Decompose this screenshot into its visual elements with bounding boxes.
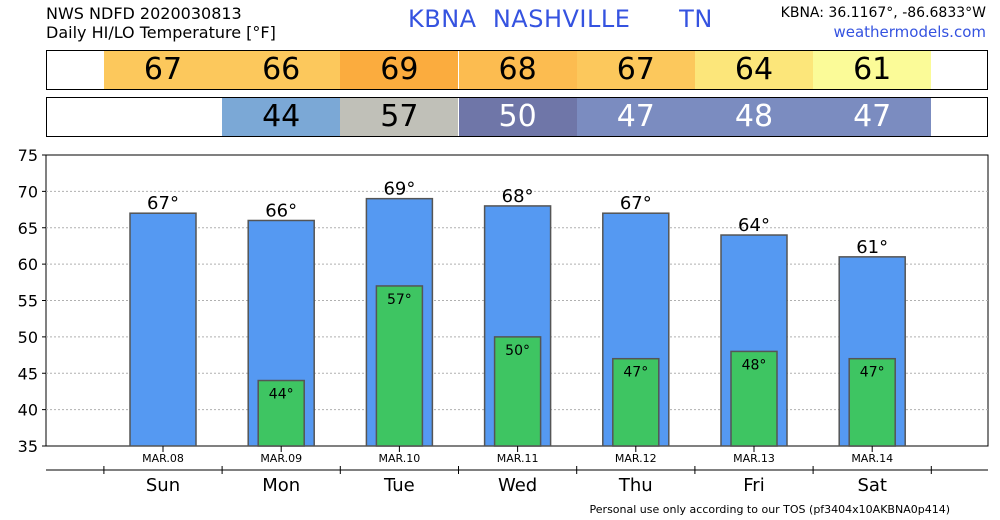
x-date-label: MAR.09 <box>260 452 302 465</box>
y-tick-label: 65 <box>18 219 38 238</box>
hi-bar <box>129 212 197 447</box>
lo-strip-cell: 44 <box>222 98 341 136</box>
y-tick-label: 40 <box>18 401 38 420</box>
x-date-label: MAR.14 <box>851 452 893 465</box>
x-day-label: Thu <box>618 475 653 496</box>
x-date-label: MAR.08 <box>142 452 184 465</box>
model-run-label: NWS NDFD 2020030813 <box>46 4 242 23</box>
hi-strip-cell: 67 <box>104 51 222 89</box>
footer-tos: Personal use only according to our TOS (… <box>589 503 950 516</box>
lo-bar <box>848 357 896 447</box>
hi-strip-cell: 66 <box>222 51 341 89</box>
lo-strip-cell <box>104 98 222 136</box>
y-tick-label: 50 <box>18 328 38 347</box>
lo-bar <box>612 357 660 447</box>
y-tick-label: 55 <box>18 292 38 311</box>
x-date-label: MAR.10 <box>379 452 421 465</box>
x-day-label: Sat <box>857 475 887 496</box>
lo-bar <box>375 285 424 447</box>
x-day-label: Mon <box>262 475 300 496</box>
y-tick-label: 45 <box>18 364 38 383</box>
x-day-label: Tue <box>383 475 415 496</box>
hi-strip-cell: 64 <box>695 51 813 89</box>
y-tick-label: 60 <box>18 255 38 274</box>
site-link[interactable]: weathermodels.com <box>833 23 986 41</box>
lo-bar-label: 44° <box>269 387 294 403</box>
y-tick-label: 70 <box>18 182 38 201</box>
hi-bar-label: 67° <box>147 193 179 214</box>
station-title: KBNA NASHVILLE TN <box>408 5 713 33</box>
x-date-label: MAR.11 <box>497 452 539 465</box>
chart-header-left: NWS NDFD 2020030813 Daily HI/LO Temperat… <box>46 4 276 42</box>
x-day-label: Fri <box>743 475 764 496</box>
chart-subtitle: Daily HI/LO Temperature [°F] <box>46 23 276 42</box>
lo-bar-label: 57° <box>387 292 412 308</box>
lo-strip-cell: 48 <box>695 98 813 136</box>
hi-bar-label: 61° <box>856 237 888 258</box>
lo-strip-cell: 47 <box>813 98 932 136</box>
station-coords: KBNA: 36.1167°, -86.6833°W <box>780 5 986 21</box>
y-tick-label: 35 <box>18 437 38 456</box>
hi-bar-label: 64° <box>738 215 770 236</box>
lo-bar <box>730 350 778 447</box>
lo-bar-label: 47° <box>860 365 885 381</box>
hi-bar-label: 68° <box>502 186 534 207</box>
hi-bar-label: 67° <box>620 193 652 214</box>
lo-strip-cell: 47 <box>576 98 695 136</box>
lo-strip-cell: 50 <box>458 98 577 136</box>
chart-header-right: KBNA: 36.1167°, -86.6833°W weathermodels… <box>781 4 986 42</box>
lo-strip-cell: 57 <box>340 98 459 136</box>
x-date-label: MAR.12 <box>615 452 657 465</box>
hi-strip-cell: 67 <box>576 51 695 89</box>
lo-bar-label: 50° <box>505 343 530 359</box>
hi-temperature-strip: 67 66 69 68 67 64 61 <box>46 50 988 90</box>
hi-strip-cell: 68 <box>458 51 577 89</box>
x-day-label: Sun <box>146 475 180 496</box>
lo-bar-label: 47° <box>623 365 648 381</box>
x-date-label: MAR.13 <box>733 452 775 465</box>
hi-bar-label: 69° <box>383 179 415 200</box>
lo-bar <box>257 379 305 447</box>
hi-bar-label: 66° <box>265 200 297 221</box>
lo-temperature-strip: 44 57 50 47 48 47 <box>46 97 988 137</box>
lo-bar-label: 48° <box>742 357 767 373</box>
hi-strip-cell: 69 <box>340 51 459 89</box>
hi-strip-cell: 61 <box>813 51 932 89</box>
y-tick-label: 75 <box>18 146 38 165</box>
x-day-label: Wed <box>498 475 537 496</box>
